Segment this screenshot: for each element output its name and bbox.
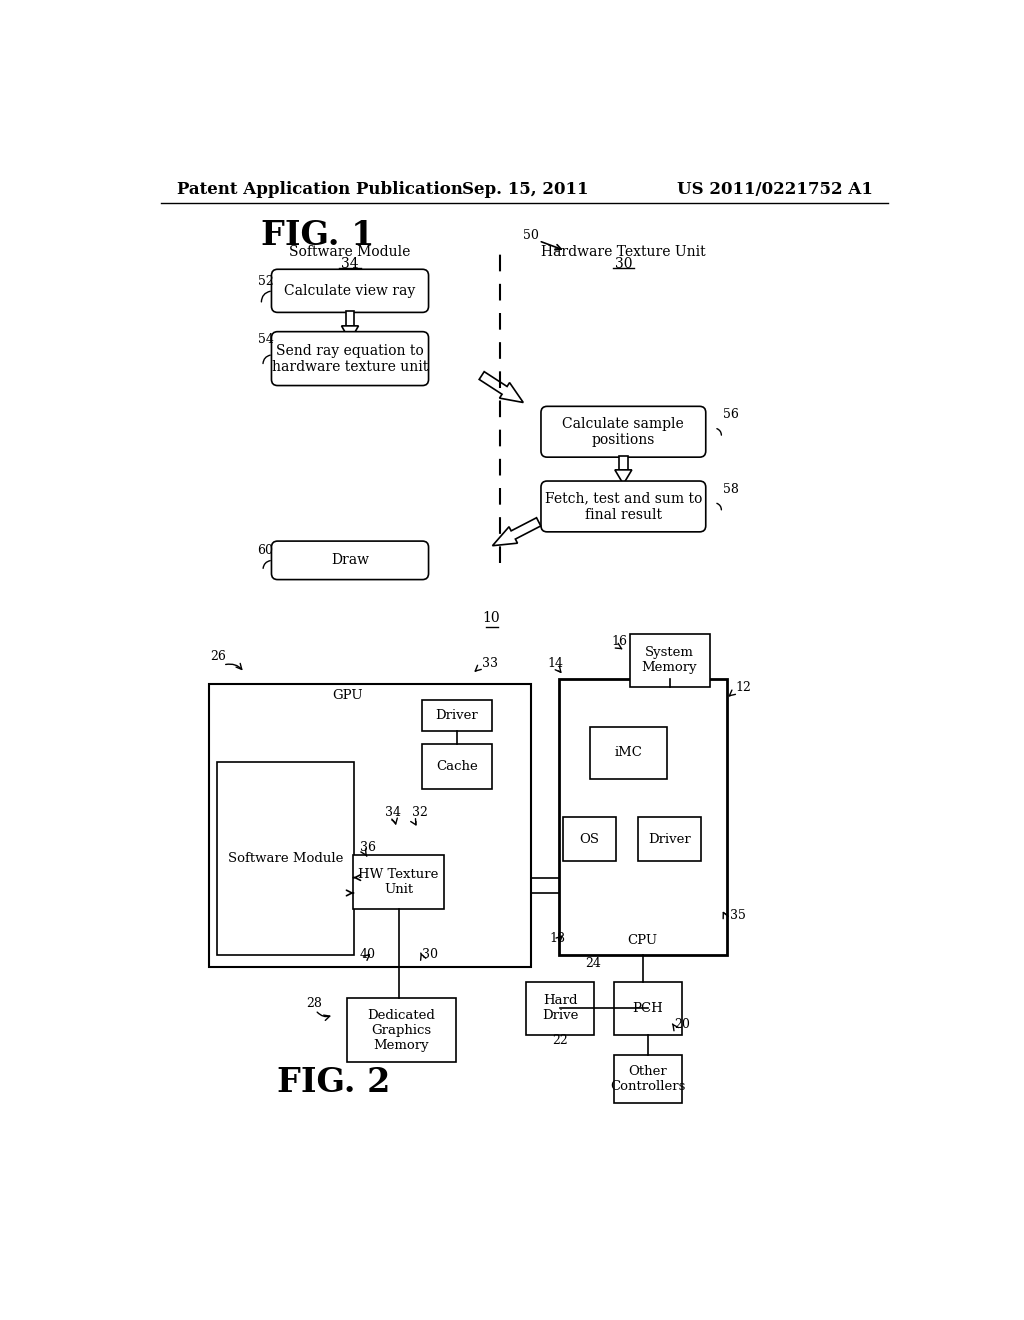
Text: Software Module: Software Module (227, 851, 343, 865)
Text: 26: 26 (211, 651, 226, 664)
Text: 36: 36 (360, 841, 376, 854)
Text: Hard
Drive: Hard Drive (542, 994, 579, 1023)
Bar (422, 744, 493, 789)
Text: 54: 54 (258, 333, 273, 346)
Bar (422, 701, 493, 731)
Text: iMC: iMC (614, 746, 643, 759)
Text: Sep. 15, 2011: Sep. 15, 2011 (462, 181, 588, 198)
Text: 22: 22 (553, 1034, 568, 1047)
Text: 30: 30 (422, 948, 437, 961)
Text: Software Module: Software Module (290, 246, 411, 259)
Text: Driver: Driver (648, 833, 691, 846)
Text: 34: 34 (385, 807, 400, 818)
Text: Draw: Draw (331, 553, 369, 568)
Bar (217, 762, 354, 954)
FancyBboxPatch shape (541, 480, 706, 532)
Text: 14: 14 (548, 656, 564, 669)
Text: 40: 40 (360, 948, 376, 961)
Text: Calculate view ray: Calculate view ray (285, 284, 416, 298)
Text: Other
Controllers: Other Controllers (610, 1065, 686, 1093)
Text: 34: 34 (341, 257, 358, 271)
Text: 18: 18 (550, 932, 565, 945)
Text: 20: 20 (674, 1019, 690, 1031)
Text: Dedicated
Graphics
Memory: Dedicated Graphics Memory (368, 1008, 435, 1052)
Bar (614, 1056, 682, 1104)
FancyBboxPatch shape (271, 331, 429, 385)
Polygon shape (479, 372, 523, 403)
Polygon shape (342, 326, 358, 341)
FancyBboxPatch shape (541, 407, 706, 457)
Text: OS: OS (580, 833, 599, 846)
Text: 52: 52 (258, 275, 273, 288)
Text: System
Memory: System Memory (642, 647, 697, 675)
Text: 33: 33 (481, 656, 498, 669)
Text: Hardware Texture Unit: Hardware Texture Unit (541, 246, 706, 259)
Bar (346, 312, 354, 326)
Text: 58: 58 (724, 483, 739, 495)
Text: Send ray equation to
hardware texture unit: Send ray equation to hardware texture un… (272, 343, 428, 374)
Text: PCH: PCH (633, 1002, 664, 1015)
Bar (209, 684, 531, 966)
Text: 28: 28 (306, 997, 322, 1010)
Text: Fetch, test and sum to
final result: Fetch, test and sum to final result (545, 491, 702, 521)
Text: 50: 50 (523, 230, 539, 243)
Text: US 2011/0221752 A1: US 2011/0221752 A1 (677, 181, 872, 198)
Text: Patent Application Publication: Patent Application Publication (177, 181, 463, 198)
FancyBboxPatch shape (271, 541, 429, 579)
Text: CPU: CPU (628, 935, 657, 948)
Bar (563, 817, 615, 862)
Text: HW Texture
Unit: HW Texture Unit (358, 869, 438, 896)
FancyBboxPatch shape (271, 269, 429, 313)
Text: Calculate sample
positions: Calculate sample positions (562, 417, 684, 447)
Text: 35: 35 (730, 909, 745, 923)
Text: 24: 24 (585, 957, 601, 970)
Bar (353, 855, 444, 909)
Text: GPU: GPU (333, 689, 362, 702)
Bar (347, 998, 457, 1061)
Bar (620, 455, 628, 470)
Bar (590, 726, 668, 779)
Text: 32: 32 (413, 807, 428, 818)
Bar (526, 982, 594, 1035)
Polygon shape (614, 470, 632, 484)
Bar (630, 635, 710, 686)
Text: FIG. 1: FIG. 1 (261, 219, 375, 252)
Text: FIG. 2: FIG. 2 (276, 1067, 390, 1098)
Bar (638, 817, 701, 862)
Text: Cache: Cache (436, 760, 478, 774)
Text: 16: 16 (611, 635, 627, 648)
Text: 30: 30 (614, 257, 632, 271)
Text: 12: 12 (736, 681, 752, 694)
Text: 60: 60 (258, 544, 273, 557)
Text: Driver: Driver (435, 709, 478, 722)
Bar (614, 982, 682, 1035)
Text: 56: 56 (724, 408, 739, 421)
Polygon shape (493, 517, 541, 545)
Bar (559, 678, 727, 954)
Text: 10: 10 (482, 611, 500, 624)
